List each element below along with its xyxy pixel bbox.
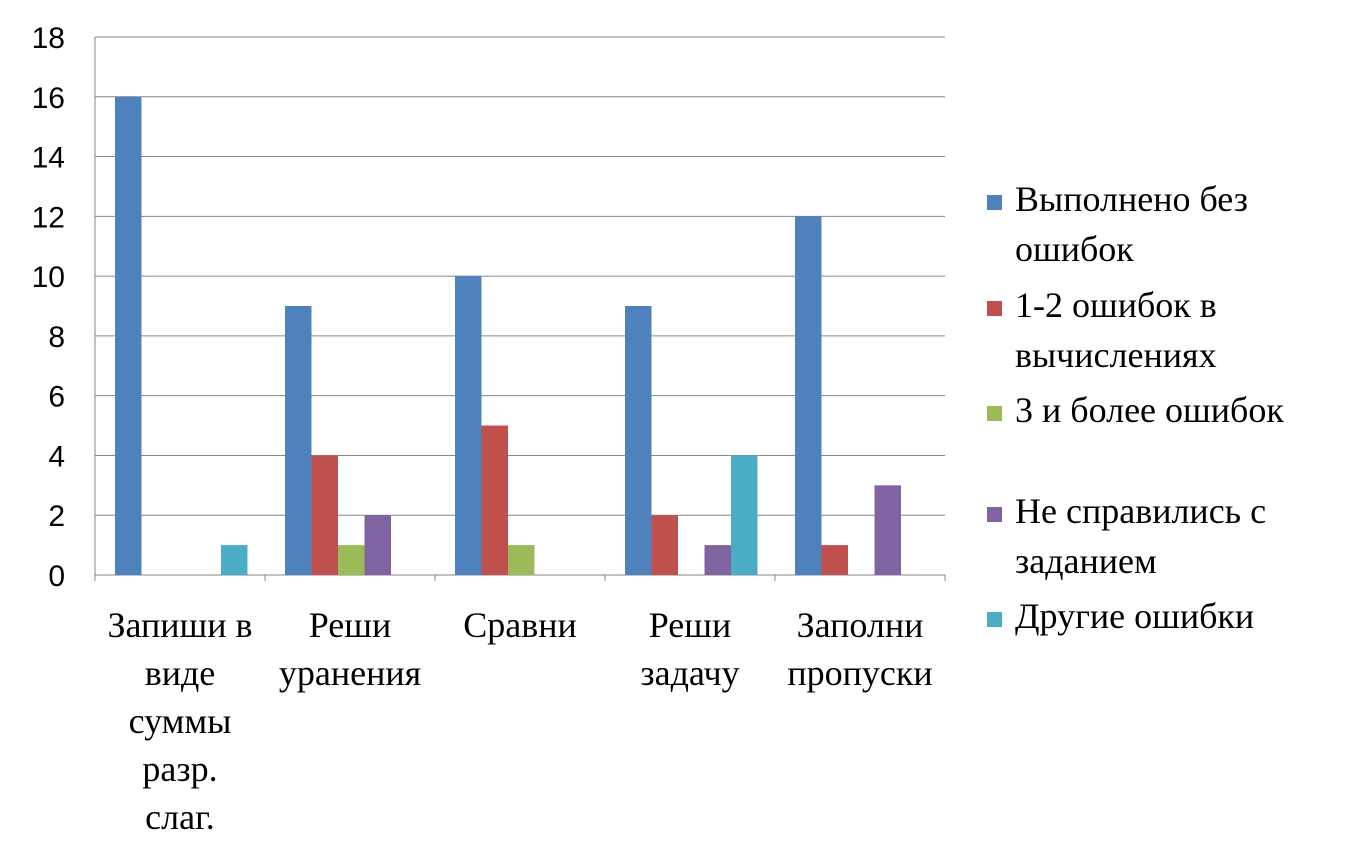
legend-label: Выполнено без ошибок <box>1015 179 1248 269</box>
bar <box>874 485 901 575</box>
x-tick-label: Запиши в виде суммы разр. слаг. <box>107 605 252 837</box>
bar <box>285 306 312 575</box>
x-tick-label: Сравни <box>463 605 577 645</box>
y-tick-label: 10 <box>32 261 65 294</box>
legend-label: 1-2 ошибок в вычислениях <box>1015 285 1217 375</box>
bar <box>311 455 338 575</box>
legend-label: Другие ошибки <box>1015 596 1254 636</box>
y-tick-label: 16 <box>32 82 65 115</box>
x-tick-label: Реши уранения <box>279 605 421 693</box>
bar <box>795 216 822 576</box>
bar <box>625 306 652 575</box>
bar <box>651 515 678 575</box>
bar <box>731 455 758 575</box>
bar <box>481 425 508 575</box>
bar <box>364 515 391 575</box>
x-tick-label: Реши задачу <box>640 605 739 693</box>
y-tick-label: 0 <box>48 560 65 593</box>
legend-swatch <box>987 301 1002 316</box>
y-tick-label: 8 <box>48 321 65 354</box>
x-tick-label: Заполни пропуски <box>787 605 932 693</box>
legend-label: Не справились с заданием <box>1015 491 1266 581</box>
bar <box>704 545 731 575</box>
y-tick-label: 12 <box>32 201 65 234</box>
bar <box>221 545 248 575</box>
bar <box>508 545 535 575</box>
bar <box>455 276 482 575</box>
y-tick-label: 4 <box>48 440 65 473</box>
bar <box>338 545 365 575</box>
legend-swatch <box>987 612 1002 627</box>
legend-swatch <box>987 406 1002 421</box>
bar <box>821 545 848 575</box>
legend-label: 3 и более ошибок <box>1015 390 1284 430</box>
legend-swatch <box>987 195 1002 210</box>
y-tick-label: 2 <box>48 500 65 533</box>
y-tick-label: 18 <box>32 22 65 55</box>
bar <box>115 96 142 576</box>
legend-swatch <box>987 507 1002 522</box>
y-tick-label: 14 <box>32 142 65 175</box>
y-tick-label: 6 <box>48 381 65 414</box>
